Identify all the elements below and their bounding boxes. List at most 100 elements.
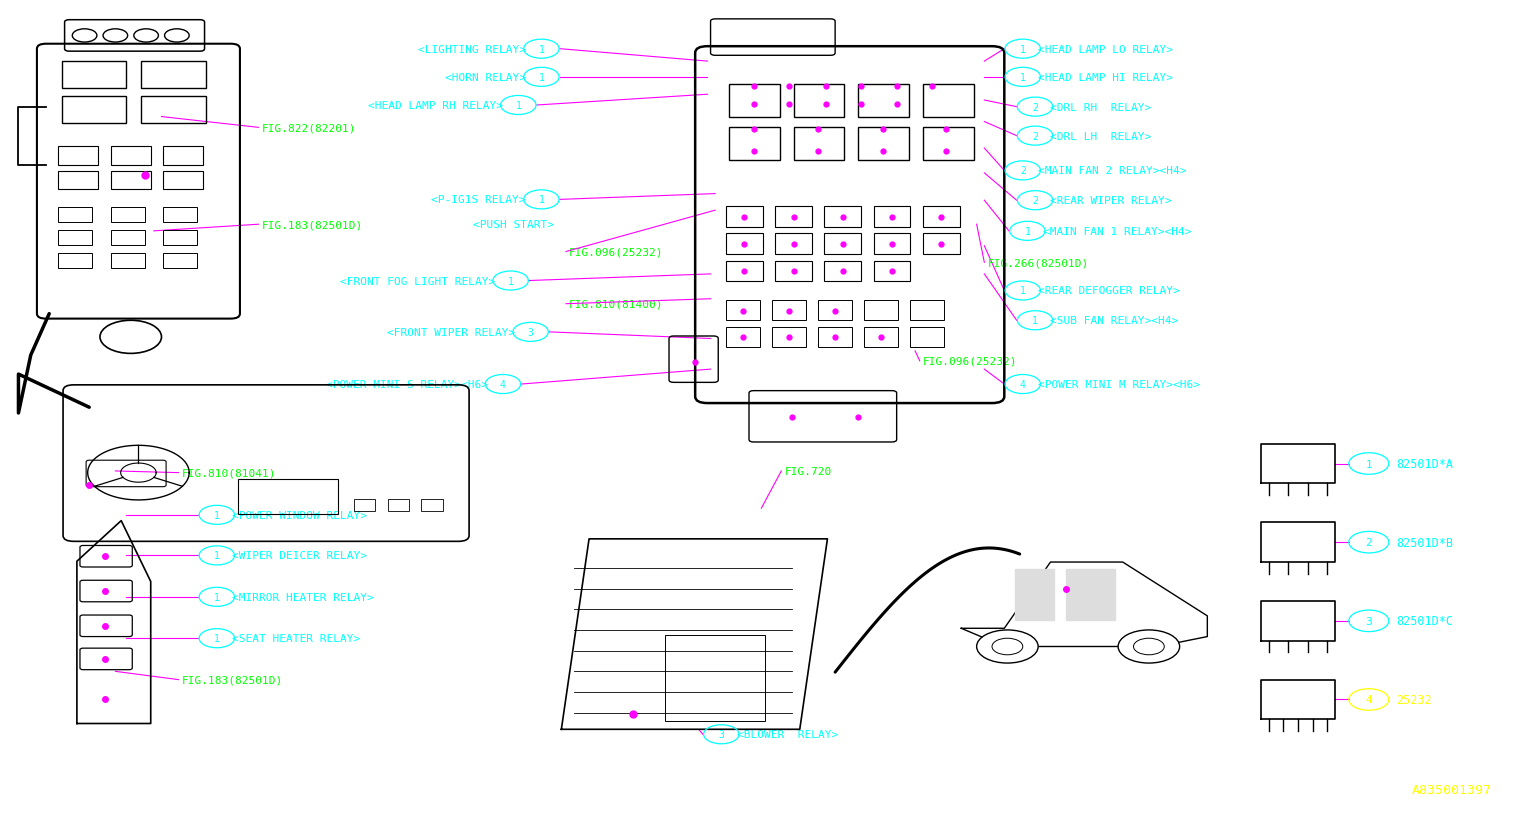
Text: 3: 3	[1366, 616, 1372, 626]
Bar	[163, 208, 197, 222]
Bar	[62, 97, 126, 124]
Bar	[923, 128, 974, 161]
Text: 2: 2	[1366, 538, 1372, 547]
Text: A835001397: A835001397	[1412, 782, 1492, 796]
Text: <HEAD LAMP HI RELAY>: <HEAD LAMP HI RELAY>	[1038, 73, 1173, 83]
Bar	[726, 234, 763, 255]
Polygon shape	[77, 521, 151, 724]
Text: 2: 2	[1020, 166, 1026, 176]
Text: FIG.266(82501D): FIG.266(82501D)	[987, 258, 1089, 268]
Bar	[58, 172, 98, 190]
Bar	[58, 231, 92, 246]
Bar	[141, 97, 206, 124]
Bar	[141, 62, 206, 89]
Bar	[824, 234, 861, 255]
Text: 4: 4	[1366, 695, 1372, 705]
Text: FIG.822(82201): FIG.822(82201)	[261, 123, 355, 133]
Text: <DRL LH  RELAY>: <DRL LH RELAY>	[1050, 131, 1152, 141]
Text: 1: 1	[1024, 227, 1030, 237]
Text: 3: 3	[528, 327, 534, 337]
Text: 2: 2	[1032, 131, 1038, 141]
Text: 4: 4	[1020, 380, 1026, 390]
Text: <FRONT WIPER RELAY>: <FRONT WIPER RELAY>	[388, 327, 515, 337]
Text: <HEAD LAMP LO RELAY>: <HEAD LAMP LO RELAY>	[1038, 45, 1173, 55]
Bar	[729, 85, 780, 118]
Bar	[726, 261, 763, 282]
Bar	[388, 500, 409, 511]
Text: <FRONT FOG LIGHT RELAY>: <FRONT FOG LIGHT RELAY>	[340, 276, 495, 286]
Bar	[58, 147, 98, 165]
Text: 1: 1	[1020, 73, 1026, 83]
Text: 1: 1	[1020, 45, 1026, 55]
Bar	[824, 207, 861, 227]
Text: 1: 1	[214, 510, 220, 520]
Bar	[923, 85, 974, 118]
Bar	[824, 261, 861, 282]
Text: <WIPER DEICER RELAY>: <WIPER DEICER RELAY>	[232, 551, 368, 561]
Bar	[858, 85, 909, 118]
Bar	[923, 207, 960, 227]
Bar	[923, 234, 960, 255]
Bar	[910, 301, 944, 321]
Text: 1: 1	[538, 45, 544, 55]
Polygon shape	[1066, 569, 1115, 620]
Polygon shape	[561, 539, 827, 729]
Bar	[111, 147, 151, 165]
Text: <MIRROR HEATER RELAY>: <MIRROR HEATER RELAY>	[232, 592, 374, 602]
Text: FIG.183(82501D): FIG.183(82501D)	[261, 220, 363, 230]
Bar	[111, 208, 145, 222]
Text: <DRL RH  RELAY>: <DRL RH RELAY>	[1050, 103, 1152, 112]
Bar	[664, 635, 766, 721]
Bar	[864, 301, 898, 321]
Bar	[726, 301, 760, 321]
Text: <MAIN FAN 2 RELAY><H4>: <MAIN FAN 2 RELAY><H4>	[1038, 166, 1187, 176]
Bar	[772, 327, 806, 347]
Bar	[163, 254, 197, 269]
Bar	[111, 172, 151, 190]
Text: 3: 3	[718, 729, 724, 739]
Text: <PUSH START>: <PUSH START>	[472, 220, 554, 230]
Text: 1: 1	[1366, 459, 1372, 469]
Bar	[238, 480, 338, 514]
Bar	[818, 301, 852, 321]
Bar	[163, 231, 197, 246]
Bar	[874, 207, 910, 227]
Text: 25232: 25232	[1397, 693, 1432, 706]
Text: <REAR WIPER RELAY>: <REAR WIPER RELAY>	[1050, 196, 1172, 206]
Polygon shape	[1261, 601, 1335, 641]
Text: FIG.810(81041): FIG.810(81041)	[181, 468, 275, 478]
Text: 1: 1	[538, 195, 544, 205]
Text: <POWER MINI M RELAY><H6>: <POWER MINI M RELAY><H6>	[1038, 380, 1200, 390]
Bar	[726, 327, 760, 347]
Bar	[772, 301, 806, 321]
Bar	[910, 327, 944, 347]
Text: 82501D*C: 82501D*C	[1397, 614, 1453, 628]
Text: <POWER WINDOW RELAY>: <POWER WINDOW RELAY>	[232, 510, 368, 520]
Text: FIG.096(25232): FIG.096(25232)	[923, 356, 1017, 366]
Bar	[794, 128, 844, 161]
Text: 4: 4	[500, 380, 506, 390]
Text: 82501D*B: 82501D*B	[1397, 536, 1453, 549]
Text: 2: 2	[1032, 196, 1038, 206]
Text: 1: 1	[214, 551, 220, 561]
Polygon shape	[1261, 680, 1335, 719]
Text: 1: 1	[515, 101, 521, 111]
Text: <BLOWER  RELAY>: <BLOWER RELAY>	[737, 729, 838, 739]
Text: 1: 1	[1032, 316, 1038, 326]
Bar	[726, 207, 763, 227]
Polygon shape	[1261, 523, 1335, 562]
Text: <LIGHTING RELAY>: <LIGHTING RELAY>	[418, 45, 526, 55]
Text: 2: 2	[1032, 103, 1038, 112]
Circle shape	[977, 630, 1038, 663]
Text: 1: 1	[1020, 286, 1026, 296]
Polygon shape	[961, 562, 1207, 647]
Polygon shape	[1015, 569, 1054, 620]
Bar	[421, 500, 443, 511]
Text: <HEAD LAMP RH RELAY>: <HEAD LAMP RH RELAY>	[368, 101, 503, 111]
Text: 1: 1	[214, 633, 220, 643]
Circle shape	[1118, 630, 1180, 663]
Text: <POWER MINI S RELAY><H6>: <POWER MINI S RELAY><H6>	[326, 380, 488, 390]
Bar	[874, 234, 910, 255]
Text: <P-IG1S RELAY>: <P-IG1S RELAY>	[432, 195, 526, 205]
Bar	[874, 261, 910, 282]
